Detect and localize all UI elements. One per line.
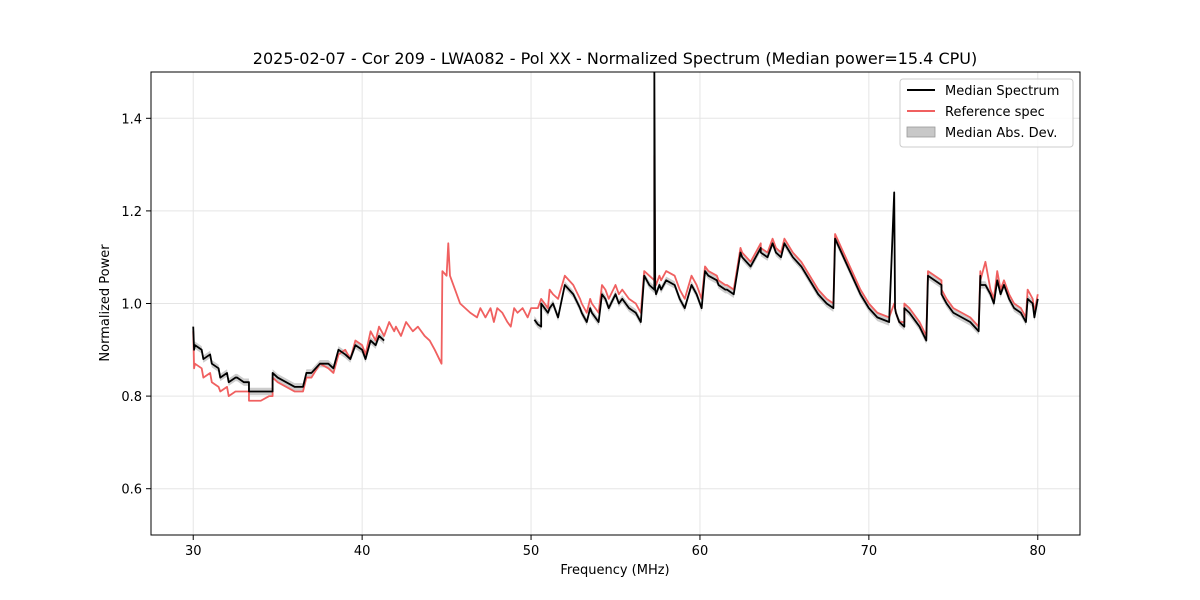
legend-median-label: Median Spectrum [945, 84, 1059, 99]
y-tick-label: 1.0 [121, 298, 142, 313]
x-tick-label: 30 [185, 544, 202, 559]
x-axis-label: Frequency (MHz) [560, 563, 669, 578]
y-tick-label: 1.2 [121, 205, 142, 220]
x-tick-label: 40 [354, 544, 371, 559]
y-axis-ticks: 0.6 0.8 1.0 1.2 1.4 [121, 112, 151, 498]
legend-frame [899, 78, 1074, 148]
legend-mad-label: Median Abs. Dev. [945, 126, 1057, 141]
y-tick-label: 0.8 [121, 390, 142, 405]
median-spectrum-layer [192, 72, 1039, 393]
chart-title: 2025-02-07 - Cor 209 - LWA082 - Pol XX -… [253, 49, 977, 68]
median-spectrum-line [533, 72, 1039, 342]
reference-spectrum-line [192, 154, 1039, 402]
reference-spectrum-layer [192, 154, 1039, 402]
median-spectrum-line [192, 326, 385, 393]
x-tick-label: 50 [523, 544, 540, 559]
y-tick-label: 0.6 [121, 483, 142, 498]
legend: Median Spectrum Reference spec Median Ab… [899, 78, 1074, 148]
y-tick-label: 1.4 [121, 112, 142, 127]
x-axis-ticks: 30 40 50 60 70 80 [185, 535, 1046, 559]
x-tick-label: 60 [692, 544, 709, 559]
legend-reference-label: Reference spec [945, 105, 1045, 120]
y-axis-label: Normalized Power [98, 244, 113, 362]
legend-mad-swatch [906, 126, 936, 138]
x-tick-label: 80 [1029, 544, 1046, 559]
mad-band [193, 322, 385, 396]
x-tick-label: 70 [861, 544, 878, 559]
